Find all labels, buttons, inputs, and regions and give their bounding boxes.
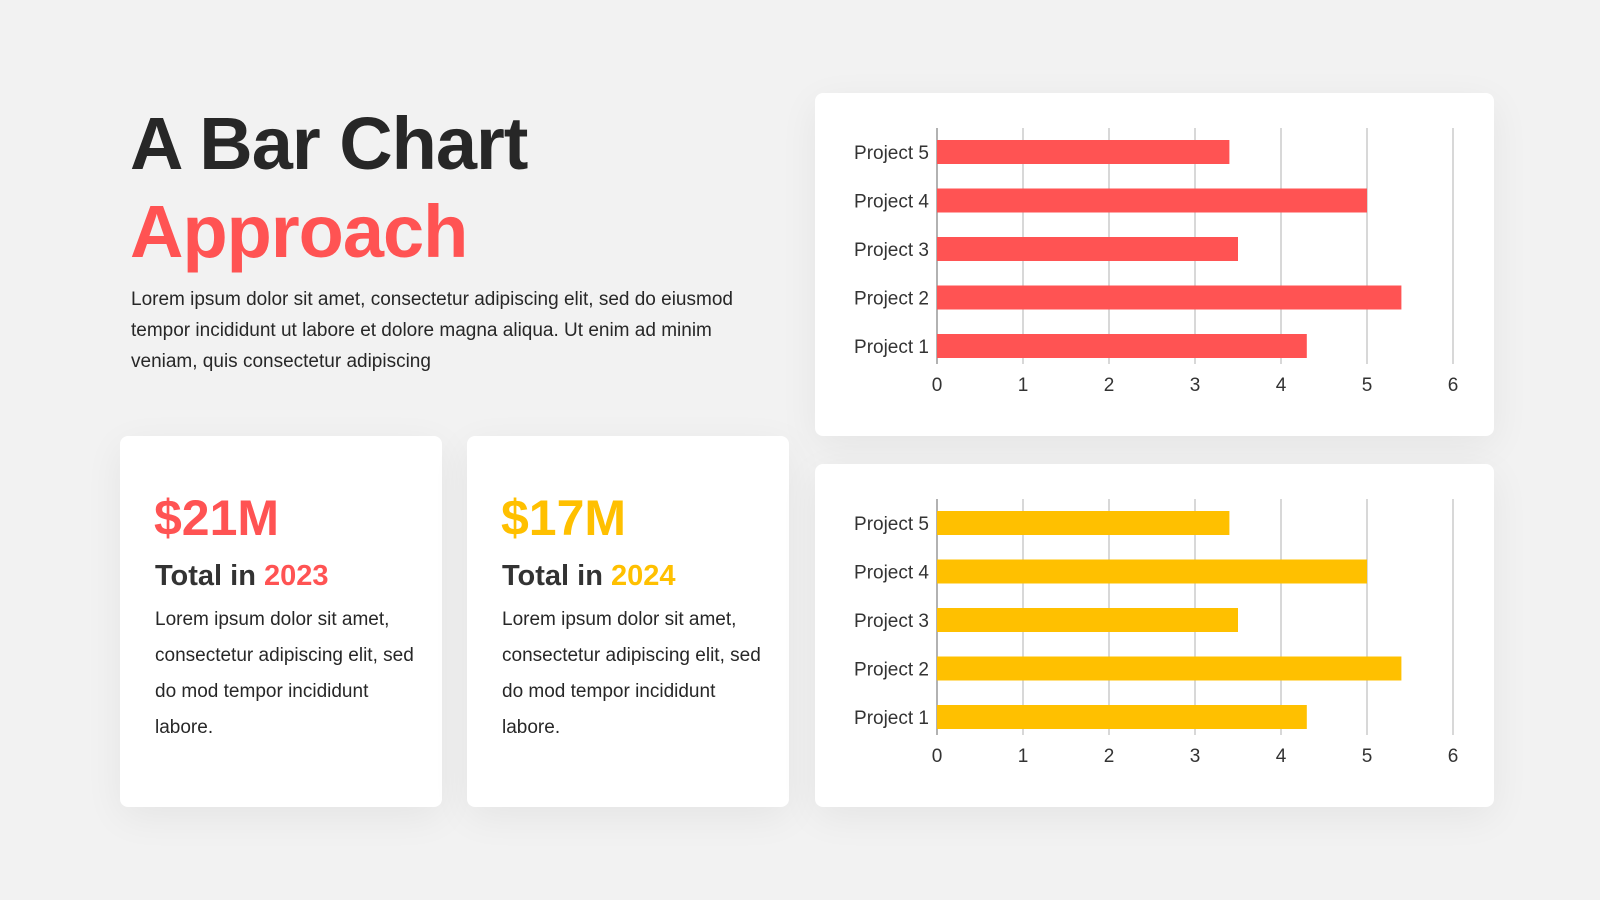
category-label: Project 1 <box>854 708 929 729</box>
category-label: Project 2 <box>854 660 929 681</box>
stat-label-prefix: Total in <box>502 560 612 592</box>
category-label: Project 3 <box>854 611 929 632</box>
x-tick-label: 3 <box>1190 375 1201 396</box>
stat-description: Lorem ipsum dolor sit amet, consectetur … <box>502 609 761 738</box>
bar <box>937 608 1238 632</box>
category-label: Project 4 <box>854 563 929 584</box>
x-tick-label: 5 <box>1362 746 1373 767</box>
x-tick-label: 6 <box>1448 375 1459 396</box>
x-tick-label: 5 <box>1362 375 1373 396</box>
stat-value: $21M <box>154 490 280 546</box>
bar <box>937 705 1307 729</box>
stat-label-prefix: Total in <box>155 560 265 592</box>
stat-card-2023: $21M Total in 2023 Lorem ipsum dolor sit… <box>120 436 442 807</box>
bar <box>937 334 1307 358</box>
x-tick-label: 2 <box>1104 746 1115 767</box>
bar <box>937 140 1230 164</box>
category-label: Project 5 <box>854 143 929 164</box>
x-tick-label: 3 <box>1190 746 1201 767</box>
page-title: A Bar Chart Approach <box>130 100 528 276</box>
category-label: Project 1 <box>854 337 929 358</box>
bar <box>937 285 1402 310</box>
x-tick-label: 0 <box>932 375 943 396</box>
bar <box>937 656 1402 681</box>
intro-paragraph: Lorem ipsum dolor sit amet, consectetur … <box>131 289 733 372</box>
category-label: Project 2 <box>854 289 929 310</box>
x-tick-label: 2 <box>1104 375 1115 396</box>
x-tick-label: 1 <box>1018 746 1029 767</box>
title-line-2: Approach <box>130 190 468 273</box>
bar-chart-yellow: 0 1 2 3 4 5 6 Project 5 Project 4 Project 3 Projec… <box>854 499 1459 767</box>
bar <box>937 559 1367 584</box>
x-tick-label: 6 <box>1448 746 1459 767</box>
category-label: Project 5 <box>854 514 929 535</box>
stat-label: Total in 2024 <box>502 558 676 594</box>
x-tick-label: 4 <box>1276 746 1287 767</box>
bar <box>937 188 1367 213</box>
title-line-1: A Bar Chart <box>130 102 528 185</box>
bar <box>937 237 1238 261</box>
chart-card-yellow: 0 1 2 3 4 5 6 Project 5 Project 4 Project 3 Projec… <box>815 464 1494 807</box>
stat-label: Total in 2023 <box>155 558 329 594</box>
x-tick-label: 4 <box>1276 375 1287 396</box>
stat-value: $17M <box>501 490 627 546</box>
stat-label-year: 2023 <box>264 560 329 592</box>
stat-card-2024: $17M Total in 2024 Lorem ipsum dolor sit… <box>467 436 789 807</box>
stat-label-year: 2024 <box>611 560 676 592</box>
category-label: Project 3 <box>854 240 929 261</box>
bar <box>937 511 1230 535</box>
category-label: Project 4 <box>854 192 929 213</box>
chart-card-red: 0 1 2 3 4 5 6 Project 5 Project 4 Project 3 Projec… <box>815 93 1494 436</box>
stat-description: Lorem ipsum dolor sit amet, consectetur … <box>155 609 414 738</box>
x-tick-label: 0 <box>932 746 943 767</box>
x-tick-label: 1 <box>1018 375 1029 396</box>
bar-chart-red: 0 1 2 3 4 5 6 Project 5 Project 4 Project 3 Projec… <box>854 128 1459 396</box>
